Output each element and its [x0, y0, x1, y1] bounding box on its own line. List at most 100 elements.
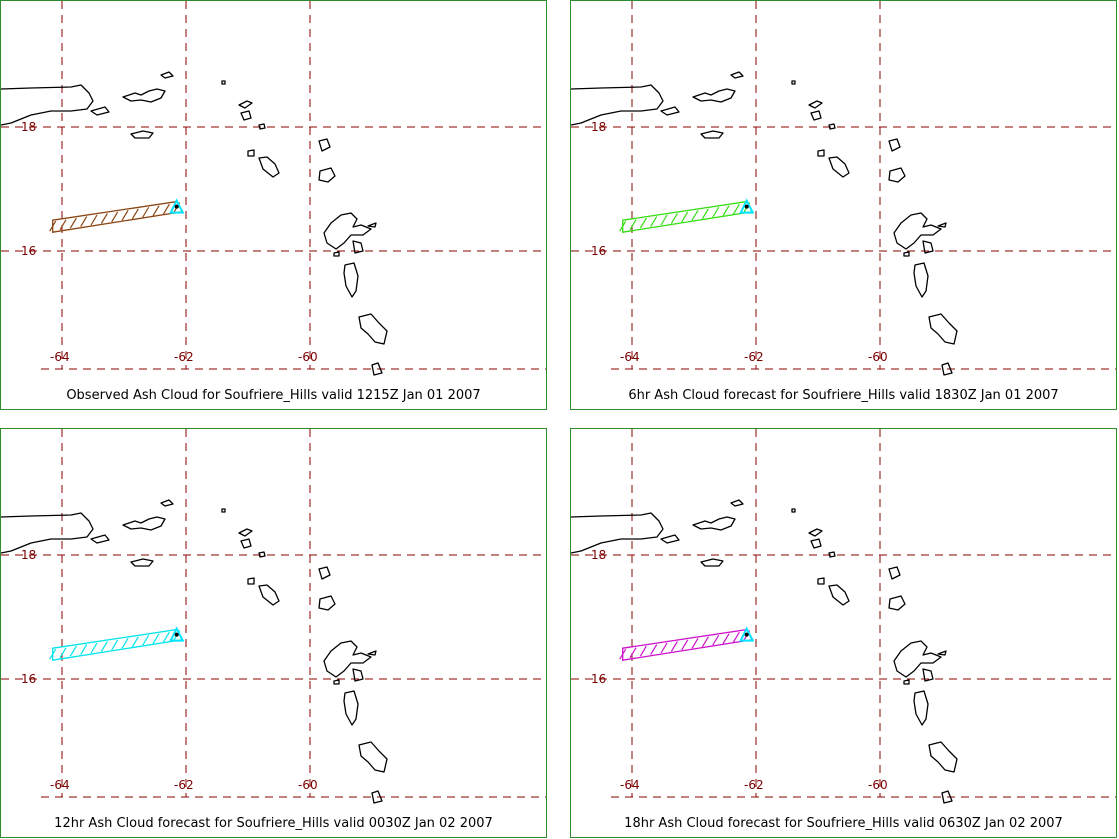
island-saba: [817, 149, 825, 157]
hatch-mark: [660, 214, 668, 226]
island-anegada: [730, 499, 744, 507]
island-virgin-islands: [692, 516, 736, 531]
island-st-kitts: [828, 156, 850, 178]
lon-tick-label: -64: [50, 778, 70, 792]
panel-caption: 18hr Ash Cloud forecast for Soufriere_Hi…: [624, 816, 1063, 831]
island-st-croix: [700, 130, 724, 139]
hatch-mark: [90, 214, 98, 226]
hatch-mark: [121, 210, 129, 221]
hatch-mark: [701, 208, 709, 220]
island-saba: [247, 149, 255, 157]
island-st-croix: [700, 558, 724, 567]
island-anegada: [730, 71, 744, 79]
island-desirade: [367, 222, 377, 228]
hatch-mark: [131, 208, 139, 220]
island-anegada: [160, 499, 174, 507]
panel-caption: 6hr Ash Cloud forecast for Soufriere_Hil…: [628, 388, 1059, 403]
hatch-mark: [629, 647, 637, 658]
lat-tick-label: 18: [21, 548, 36, 562]
island-desirade: [937, 222, 947, 228]
island-st-martin: [810, 538, 822, 549]
island-saba: [817, 577, 825, 585]
lon-tick-label: -62: [174, 778, 194, 792]
ash-cloud-outline: [52, 628, 184, 661]
island-puerto-rico: [571, 512, 664, 554]
island-virgin-islands: [122, 88, 166, 103]
lon-tick-label: -64: [620, 350, 640, 364]
island-st-martin: [810, 110, 822, 121]
island-marie-galante: [352, 240, 364, 254]
island-martinique: [928, 313, 958, 345]
island-barbuda: [318, 138, 331, 152]
hatch-mark: [701, 636, 709, 648]
volcano-marker-icon: [169, 198, 185, 214]
hatch-mark: [660, 642, 668, 654]
island-puerto-rico: [571, 84, 664, 126]
island-barbuda: [318, 566, 331, 580]
island-puerto-rico: [1, 512, 94, 554]
island-sombrero: [221, 80, 226, 85]
hatch-mark: [111, 639, 119, 651]
hatch-mark: [712, 634, 720, 646]
ash-cloud-hatch: [619, 202, 751, 232]
island-sombrero: [791, 508, 796, 513]
island-st-martin: [240, 110, 252, 121]
hatch-mark: [80, 216, 88, 227]
hatch-mark: [691, 210, 699, 221]
hatch-mark: [49, 648, 57, 660]
island-st-barts: [828, 123, 836, 130]
island-st-croix: [130, 130, 154, 139]
island-guadeloupe: [893, 640, 942, 678]
ash-cloud-outline: [52, 200, 184, 233]
island-antigua: [318, 595, 336, 611]
lon-tick-label: -64: [620, 778, 640, 792]
volcano-vent: [174, 632, 179, 637]
island-st-kitts: [258, 584, 280, 606]
hatch-mark: [722, 633, 730, 645]
hatch-mark: [142, 206, 150, 218]
island-antigua: [318, 167, 336, 183]
island-barbuda: [888, 566, 901, 580]
hatch-mark: [121, 638, 129, 649]
lat-tick-label: 18: [591, 548, 606, 562]
lon-tick-label: -64: [50, 350, 70, 364]
panel-caption: 12hr Ash Cloud forecast for Soufriere_Hi…: [54, 816, 493, 831]
island-dominica: [913, 690, 929, 726]
island-st-martin: [240, 538, 252, 549]
hatch-mark: [650, 644, 658, 655]
island-desirade: [367, 650, 377, 656]
hatch-mark: [712, 206, 720, 218]
lon-tick-label: -60: [298, 350, 318, 364]
island-guadeloupe: [893, 212, 942, 250]
island-desirade: [937, 650, 947, 656]
hatch-mark: [732, 203, 740, 215]
island-anguilla: [808, 528, 823, 537]
island-anguilla: [238, 100, 253, 109]
ash-cloud-hatch: [49, 630, 181, 660]
island-st-barts: [258, 551, 266, 558]
hatch-mark: [722, 205, 730, 217]
island-puerto-rico: [1, 84, 94, 126]
hatch-mark: [59, 219, 67, 230]
hatch-mark: [142, 634, 150, 646]
lat-tick-label: 16: [21, 672, 36, 686]
hatch-mark: [69, 645, 77, 657]
island-st-lucia: [371, 790, 383, 804]
volcano-vent: [744, 204, 749, 209]
island-anguilla: [808, 100, 823, 109]
lon-tick-label: -62: [744, 350, 764, 364]
island-guadeloupe: [323, 640, 372, 678]
hatch-mark: [670, 213, 678, 224]
lon-tick-label: -60: [868, 778, 888, 792]
island-saba: [247, 577, 255, 585]
island-marie-galante: [922, 668, 934, 682]
hatch-mark: [162, 631, 170, 643]
island-guadeloupe: [323, 212, 372, 250]
volcano-vent: [174, 204, 179, 209]
island-marie-galante: [352, 668, 364, 682]
hatch-mark: [162, 203, 170, 215]
hatch-mark: [100, 213, 108, 224]
hatch-mark: [650, 216, 658, 227]
